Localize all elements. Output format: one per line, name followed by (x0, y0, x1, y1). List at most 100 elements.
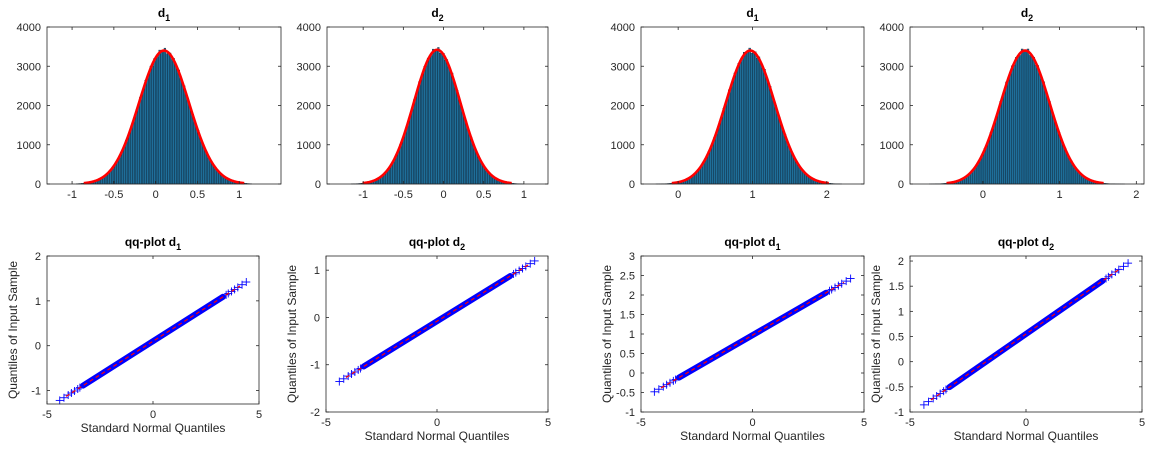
histogram-bar (125, 139, 128, 185)
x-tick-label: 0 (440, 189, 446, 201)
chart-title-main: qq-plot d (998, 235, 1049, 249)
histogram-bar (135, 109, 138, 185)
histogram-bar (1020, 48, 1024, 185)
y-tick-label: 2.5 (620, 271, 635, 283)
histogram-bar (731, 79, 735, 185)
y-tick-label: 2 (35, 251, 41, 263)
histogram-bar (717, 126, 720, 185)
histogram-bar (1032, 57, 1036, 185)
chart-title-main: d (746, 6, 753, 20)
histogram-bar (142, 88, 145, 185)
x-tick-label: -0.5 (394, 189, 413, 201)
histogram-bar (1009, 72, 1012, 185)
histogram-bar (433, 51, 436, 185)
panel-hist-2: -1 -0.5 0 0.5 1 0 1000 2000 3000 4000 d2 (297, 6, 549, 201)
histogram-bar (137, 105, 140, 185)
histogram-bar (207, 156, 210, 185)
histogram-bar (743, 51, 746, 185)
histogram-bar (1003, 90, 1006, 185)
x-tick-label: 1 (749, 189, 755, 201)
x-tick-label: 0 (150, 409, 156, 421)
histogram-bar (726, 98, 729, 185)
x-tick-label: 0 (434, 417, 440, 429)
chart-title-5: qq-plot d1 (125, 235, 181, 252)
x-tick-label: 0.5 (190, 189, 205, 201)
histogram-bar (778, 116, 781, 185)
chart-title-subscript: 1 (165, 13, 170, 23)
histogram-bar (118, 157, 121, 185)
qq-point-marker (518, 264, 527, 273)
histogram-bar (195, 126, 198, 185)
histogram-bar (423, 66, 426, 185)
histogram-bar (715, 133, 718, 185)
histogram-bar (1048, 101, 1051, 185)
histogram-bar (767, 82, 770, 185)
histogram-bar (1001, 96, 1004, 185)
y-axis-label: Quantiles of Input Sample (285, 265, 299, 403)
x-tick-label: -0.5 (104, 189, 123, 201)
histogram-bar (468, 133, 471, 185)
histogram-bar (995, 115, 998, 185)
y-tick-label: 0 (35, 341, 41, 353)
histogram-bar (724, 103, 727, 185)
histogram-bar (1044, 90, 1047, 185)
qq-point-marker (227, 287, 236, 296)
histogram-bar (470, 136, 473, 185)
x-tick-label: 1 (1057, 189, 1063, 201)
histogram-bar (473, 147, 476, 185)
qq-point-marker (530, 256, 539, 265)
x-tick-label: 0 (749, 417, 755, 429)
histogram-bar (200, 140, 203, 185)
y-tick-label: 0 (898, 357, 904, 369)
panel-qq-4: Standard Normal Quantiles Quantiles of In… (869, 235, 1145, 443)
y-tick-label: 3000 (17, 61, 41, 73)
histogram-bar (1022, 51, 1026, 185)
histogram-bar (1067, 157, 1071, 185)
histogram-bar (752, 50, 755, 185)
y-tick-label: -0.5 (885, 382, 904, 394)
axes-box (325, 255, 549, 413)
y-tick-label: -1 (894, 407, 904, 419)
y-tick-label: -0.5 (616, 388, 635, 400)
histogram-bar (447, 65, 450, 185)
histogram-bar (979, 157, 983, 185)
qq-point-marker (238, 280, 247, 289)
histogram-bar (186, 97, 189, 185)
chart-title-8: qq-plot d2 (998, 235, 1054, 252)
histogram-bar (1042, 81, 1045, 185)
y-tick-label: 3000 (297, 61, 321, 73)
axes-box (46, 255, 260, 405)
histogram-bar (183, 85, 186, 185)
chart-title-main: qq-plot d (409, 235, 460, 249)
y-tick-label: -1 (310, 360, 320, 372)
histogram-bar (160, 52, 163, 185)
y-tick-label: 2000 (17, 101, 41, 113)
qq-reference-line (65, 285, 241, 397)
y-tick-label: 3000 (611, 61, 635, 73)
normal-fit-curve (83, 49, 245, 185)
histogram-bar (435, 50, 438, 185)
histogram-bar (461, 109, 464, 185)
histogram-bar (718, 121, 722, 185)
histogram-bar (705, 156, 709, 185)
histogram-bar (121, 149, 124, 185)
histogram-bar (176, 69, 179, 185)
histogram-bar (1065, 153, 1069, 185)
histogram-bar (739, 60, 742, 185)
histogram-bar (449, 71, 452, 185)
histogram-bar (202, 144, 205, 185)
y-tick-label: 3000 (880, 61, 904, 73)
histogram-bar (477, 155, 480, 185)
qq-reference-line (660, 281, 845, 389)
histogram-bar (413, 99, 416, 185)
x-axis-label: Standard Normal Quantiles (81, 421, 226, 435)
panel-qq-3: Standard Normal Quantiles Quantiles of In… (600, 235, 867, 443)
chart-title-subscript: 1 (776, 242, 781, 252)
histogram-bar (139, 96, 142, 185)
histogram-bar (432, 48, 435, 185)
qq-point-marker (837, 279, 846, 288)
qq-point-marker (526, 259, 535, 268)
qq-point-marker (347, 370, 356, 379)
